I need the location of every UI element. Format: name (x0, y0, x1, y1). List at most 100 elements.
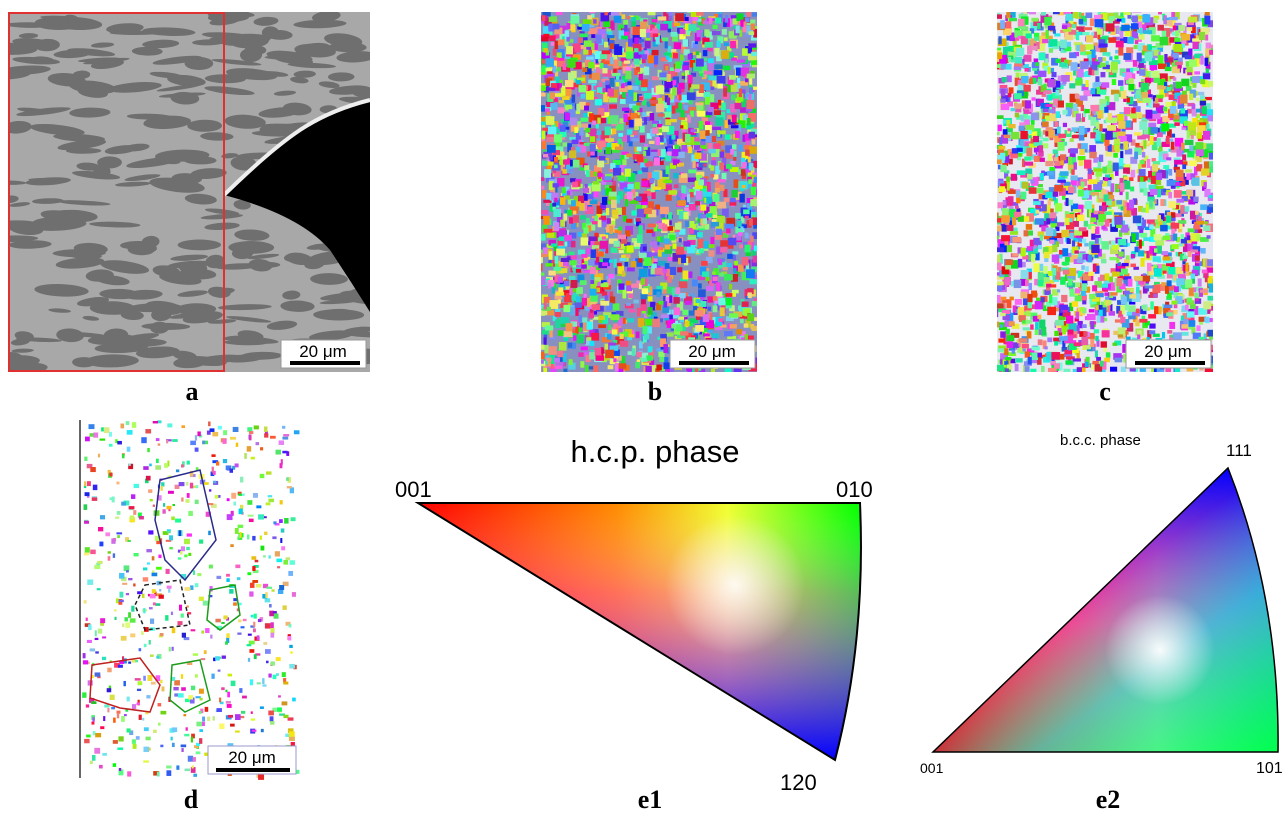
grain (668, 190, 677, 194)
grain (639, 225, 643, 234)
grain (709, 313, 712, 321)
grain (586, 91, 594, 100)
grain (1205, 11, 1210, 15)
grain (1138, 164, 1141, 169)
grain (739, 88, 742, 97)
grain (601, 216, 606, 220)
grain (1153, 256, 1161, 262)
grain (675, 324, 682, 331)
grain (699, 248, 704, 253)
grain (597, 173, 602, 177)
grain (718, 259, 722, 265)
grain (1015, 206, 1019, 209)
grain (1182, 164, 1186, 169)
grain (547, 145, 556, 153)
grain (737, 78, 740, 83)
grain (1128, 316, 1136, 320)
grain (637, 154, 644, 162)
grain (1035, 218, 1044, 224)
grain (1153, 161, 1160, 165)
grain (593, 19, 596, 23)
grain (629, 120, 634, 127)
grain (569, 217, 573, 223)
grain (683, 212, 688, 219)
grain (714, 64, 722, 69)
grain (683, 62, 689, 65)
grain (589, 236, 597, 241)
grain (1185, 140, 1194, 145)
grain (1085, 266, 1089, 271)
grain (552, 288, 555, 294)
grain (1130, 187, 1134, 192)
grain (590, 289, 597, 296)
grain (562, 96, 570, 100)
grain (570, 118, 578, 126)
grain (634, 126, 639, 130)
grain (648, 55, 654, 63)
grain (724, 331, 733, 336)
grain (1154, 268, 1162, 276)
grain (625, 230, 630, 236)
grain (1018, 85, 1025, 90)
grain (1011, 174, 1017, 181)
grain (1087, 314, 1096, 320)
grain (624, 25, 627, 31)
grain (562, 169, 567, 174)
grain (613, 60, 619, 69)
grain (706, 286, 714, 291)
grain (1066, 14, 1073, 21)
grain (1203, 225, 1210, 231)
grain (1162, 31, 1167, 37)
grain (610, 296, 615, 303)
grain (664, 235, 668, 238)
grain (1093, 43, 1098, 46)
grain (611, 12, 620, 16)
grain (1015, 358, 1023, 362)
grain (724, 274, 733, 280)
grain (664, 52, 671, 55)
grain (1174, 190, 1182, 198)
grain (1209, 161, 1213, 166)
grain (579, 215, 585, 219)
grain (1047, 337, 1052, 342)
grain (648, 307, 653, 315)
grain (1022, 262, 1026, 267)
grain (1130, 264, 1136, 267)
grain (1174, 160, 1183, 165)
grain (1136, 309, 1140, 313)
grain (717, 179, 725, 182)
grain (658, 113, 665, 116)
grain (1046, 205, 1050, 214)
grain (1118, 80, 1123, 86)
grain (667, 97, 670, 105)
grain (1171, 186, 1176, 189)
grain (740, 20, 743, 27)
grain (1188, 122, 1197, 131)
grain (1007, 225, 1014, 231)
grain (752, 301, 758, 306)
grain (1031, 97, 1035, 100)
grain (1031, 254, 1035, 262)
grain (571, 280, 578, 288)
grain (587, 322, 593, 330)
grain (681, 185, 685, 193)
grain (1043, 90, 1052, 94)
grain (669, 235, 675, 241)
grain (674, 145, 679, 149)
grain (622, 290, 626, 299)
grain (742, 302, 749, 307)
grain (595, 99, 602, 105)
grain (602, 262, 608, 266)
grain (627, 245, 634, 252)
grain (543, 48, 547, 53)
grain (646, 355, 653, 360)
grain (1049, 294, 1052, 303)
grain (740, 319, 744, 324)
grain (548, 346, 556, 355)
grain (754, 177, 760, 183)
grain (667, 74, 671, 82)
grain (565, 323, 572, 331)
grain (1052, 244, 1057, 252)
grain (543, 154, 548, 157)
grain (722, 29, 727, 35)
